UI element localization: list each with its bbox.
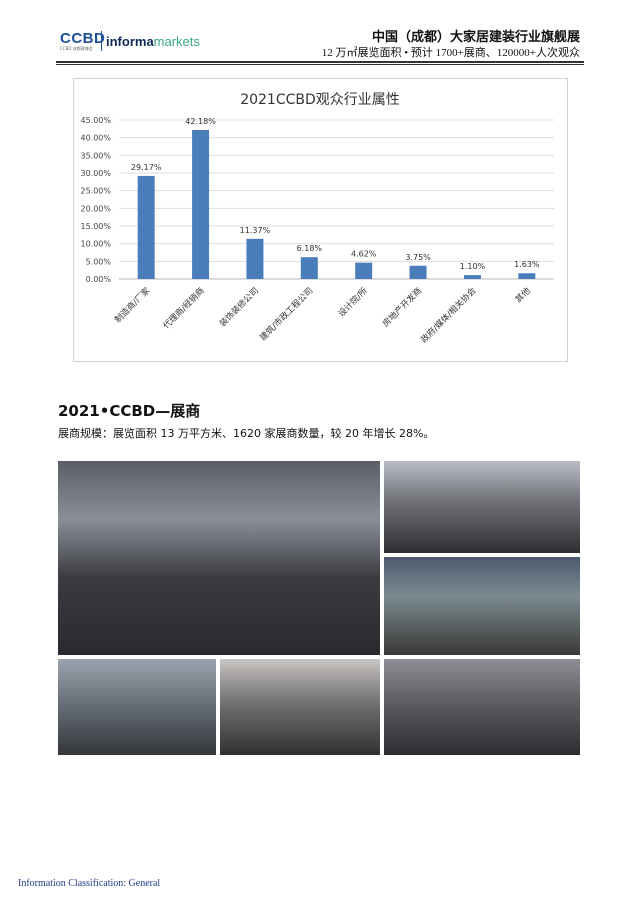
- photo-exhibition-aisle-left: [58, 659, 216, 755]
- y-tick-label: 0.00%: [86, 275, 112, 284]
- data-label: 3.75%: [405, 253, 431, 262]
- ccbd-logo: CCBD: [60, 30, 106, 47]
- logo-markets-text: markets: [153, 34, 200, 49]
- bar: [355, 262, 373, 279]
- bar-chart: 2021CCBD观众行业属性 0.00% 5.00% 10.00% 15.00% 20.0…: [73, 78, 568, 362]
- bar: [300, 257, 318, 279]
- chart-svg: 2021CCBD观众行业属性 0.00% 5.00% 10.00% 15.00% 20.0…: [80, 92, 554, 345]
- photo-exhibition-booth-aisle: [384, 557, 580, 655]
- y-tick-label: 25.00%: [80, 187, 111, 196]
- data-label: 11.37%: [240, 226, 271, 235]
- x-tick-label: 装饰装修公司: [217, 285, 261, 329]
- data-label: 42.18%: [185, 117, 216, 126]
- header-rule-thin: [56, 64, 584, 65]
- photo-exhibition-aisle-right: [384, 659, 580, 755]
- x-tick-label: 建筑/市政工程公司: [258, 285, 316, 343]
- bar: [137, 175, 155, 279]
- header-subtitle: 12 万㎡展览面积 • 预计 1700+展商、120000+人次观众: [321, 47, 580, 59]
- data-label: 29.17%: [131, 163, 162, 172]
- data-label: 1.63%: [514, 260, 540, 269]
- y-tick-label: 30.00%: [80, 169, 111, 178]
- y-tick-label: 10.00%: [80, 240, 111, 249]
- logo-informa-text: informa: [106, 34, 154, 49]
- data-label: 6.18%: [297, 244, 323, 253]
- section-body: 展商规模：展览面积 13 万平方米、1620 家展商数量，较 20 年增长 28…: [58, 427, 435, 440]
- ccbd-logo-subtext: CCBD 成都建博会: [60, 46, 93, 51]
- x-tick-label: 政府/媒体/相关协会: [419, 285, 479, 345]
- y-tick-label: 20.00%: [80, 204, 111, 213]
- photo-exhibition-entrance-crowd: [384, 461, 580, 553]
- x-tick-label: 代理商/经销商: [161, 285, 207, 331]
- y-tick-label: 35.00%: [80, 151, 111, 160]
- x-tick-label: 房地产开发商: [380, 285, 424, 329]
- photo-exhibition-hall-crowd: [58, 461, 380, 655]
- footer-classification: Information Classification: General: [18, 878, 161, 889]
- header-rule: [56, 61, 584, 63]
- y-tick-label: 40.00%: [80, 134, 111, 143]
- informa-markets-logo: informamarkets: [106, 34, 200, 49]
- y-tick-label: 45.00%: [80, 116, 111, 125]
- y-tick-label: 15.00%: [80, 222, 111, 231]
- section-title: 2021•CCBD—展商: [58, 402, 201, 420]
- x-tick-label: 制造商/厂家: [112, 285, 152, 325]
- bar: [246, 238, 264, 279]
- bar: [463, 275, 481, 279]
- bar: [409, 265, 427, 279]
- bar: [518, 273, 536, 279]
- photo-exhibition-aisle-center: [220, 659, 380, 755]
- header-title: 中国（成都）大家居建装行业旗舰展: [371, 30, 580, 45]
- logo-divider: [101, 31, 102, 51]
- chart-title: 2021CCBD观众行业属性: [240, 92, 400, 108]
- bar: [192, 129, 210, 279]
- data-label: 1.10%: [460, 262, 486, 271]
- x-tick-label: 设计院/所: [336, 285, 370, 319]
- data-label: 4.62%: [351, 250, 377, 259]
- x-tick-label: 其他: [513, 285, 533, 305]
- y-tick-label: 5.00%: [86, 257, 112, 266]
